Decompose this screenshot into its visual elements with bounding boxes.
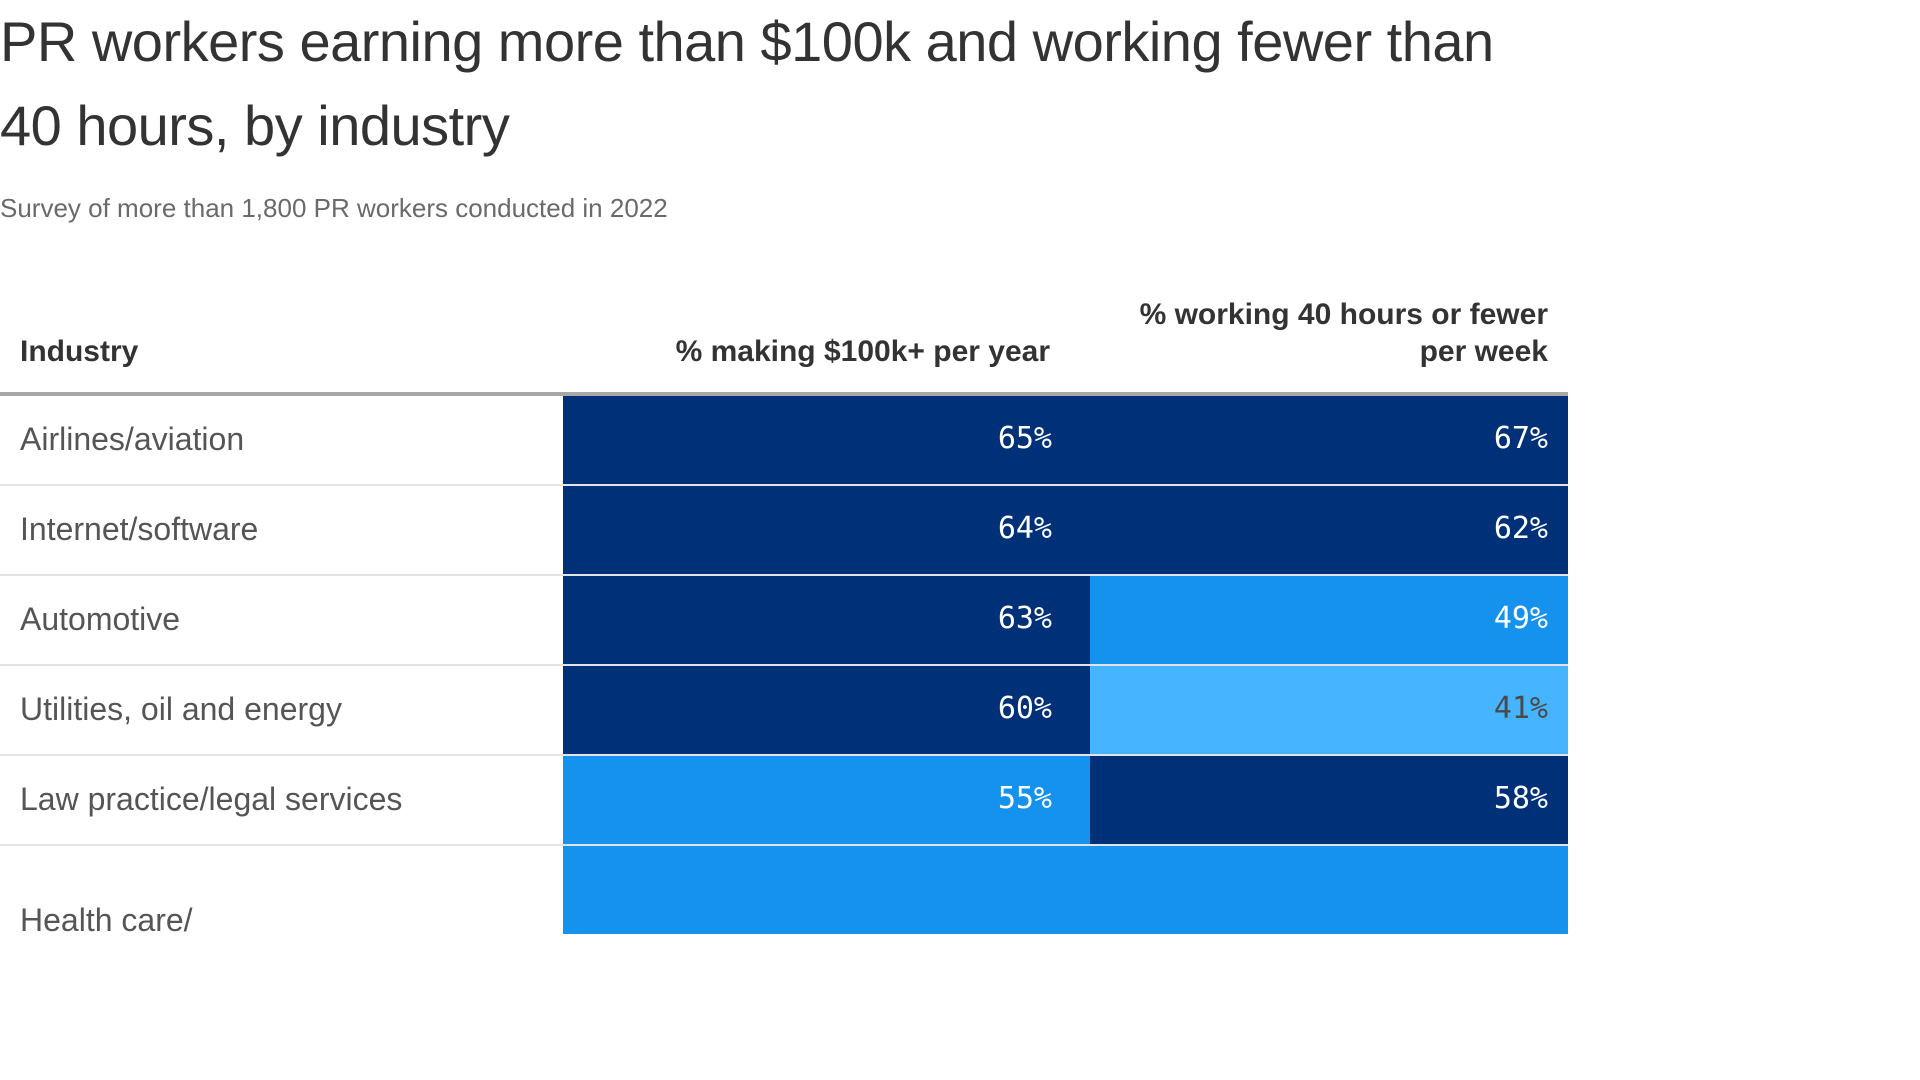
industry-label: Automotive: [20, 601, 181, 637]
chart-subtitle: Survey of more than 1,800 PR workers con…: [0, 193, 668, 223]
table-row: Internet/software 64% 62%: [0, 486, 1568, 576]
header-pct-100k: % making $100k+ per year: [675, 335, 1050, 368]
industry-label: Internet/software: [20, 511, 259, 547]
pct-100k-cell: [563, 846, 1090, 934]
pct-40h-cell: [1090, 846, 1568, 934]
pct-100k-cell: 60%: [563, 666, 1090, 754]
pct-40h-cell: 49%: [1090, 576, 1568, 664]
header-industry: Industry: [20, 335, 139, 368]
pct-40h-cell: 41%: [1090, 666, 1568, 754]
chart-title: PR workers earning more than $100k and w…: [0, 10, 1494, 157]
pct-100k-cell: 55%: [563, 756, 1090, 844]
table-row: Utilities, oil and energy 60% 41%: [0, 666, 1568, 756]
heatmap-table: Industry % making $100k+ per year % work…: [0, 290, 1568, 938]
table-row: Automotive 63% 49%: [0, 576, 1568, 666]
pct-40h-cell: 67%: [1090, 396, 1568, 484]
header-pct-40h: % working 40 hours or fewer per week: [1139, 298, 1548, 368]
industry-label: Utilities, oil and energy: [20, 691, 342, 727]
industry-label: Health care/: [20, 902, 193, 938]
industry-label: Law practice/legal services: [20, 781, 403, 817]
table-row: Airlines/aviation 65% 67%: [0, 396, 1568, 486]
pct-100k-cell: 64%: [563, 486, 1090, 574]
pct-100k-cell: 63%: [563, 576, 1090, 664]
pct-40h-cell: 58%: [1090, 756, 1568, 844]
table-header: Industry % making $100k+ per year % work…: [0, 290, 1568, 396]
industry-label: Airlines/aviation: [20, 421, 245, 457]
table-body: Airlines/aviation 65% 67% Internet/software…: [0, 396, 1568, 938]
table-row: Law practice/legal services 55% 58%: [0, 756, 1568, 846]
pct-40h-cell: 62%: [1090, 486, 1568, 574]
table-row: Health care/: [0, 846, 1568, 938]
pct-100k-cell: 65%: [563, 396, 1090, 484]
